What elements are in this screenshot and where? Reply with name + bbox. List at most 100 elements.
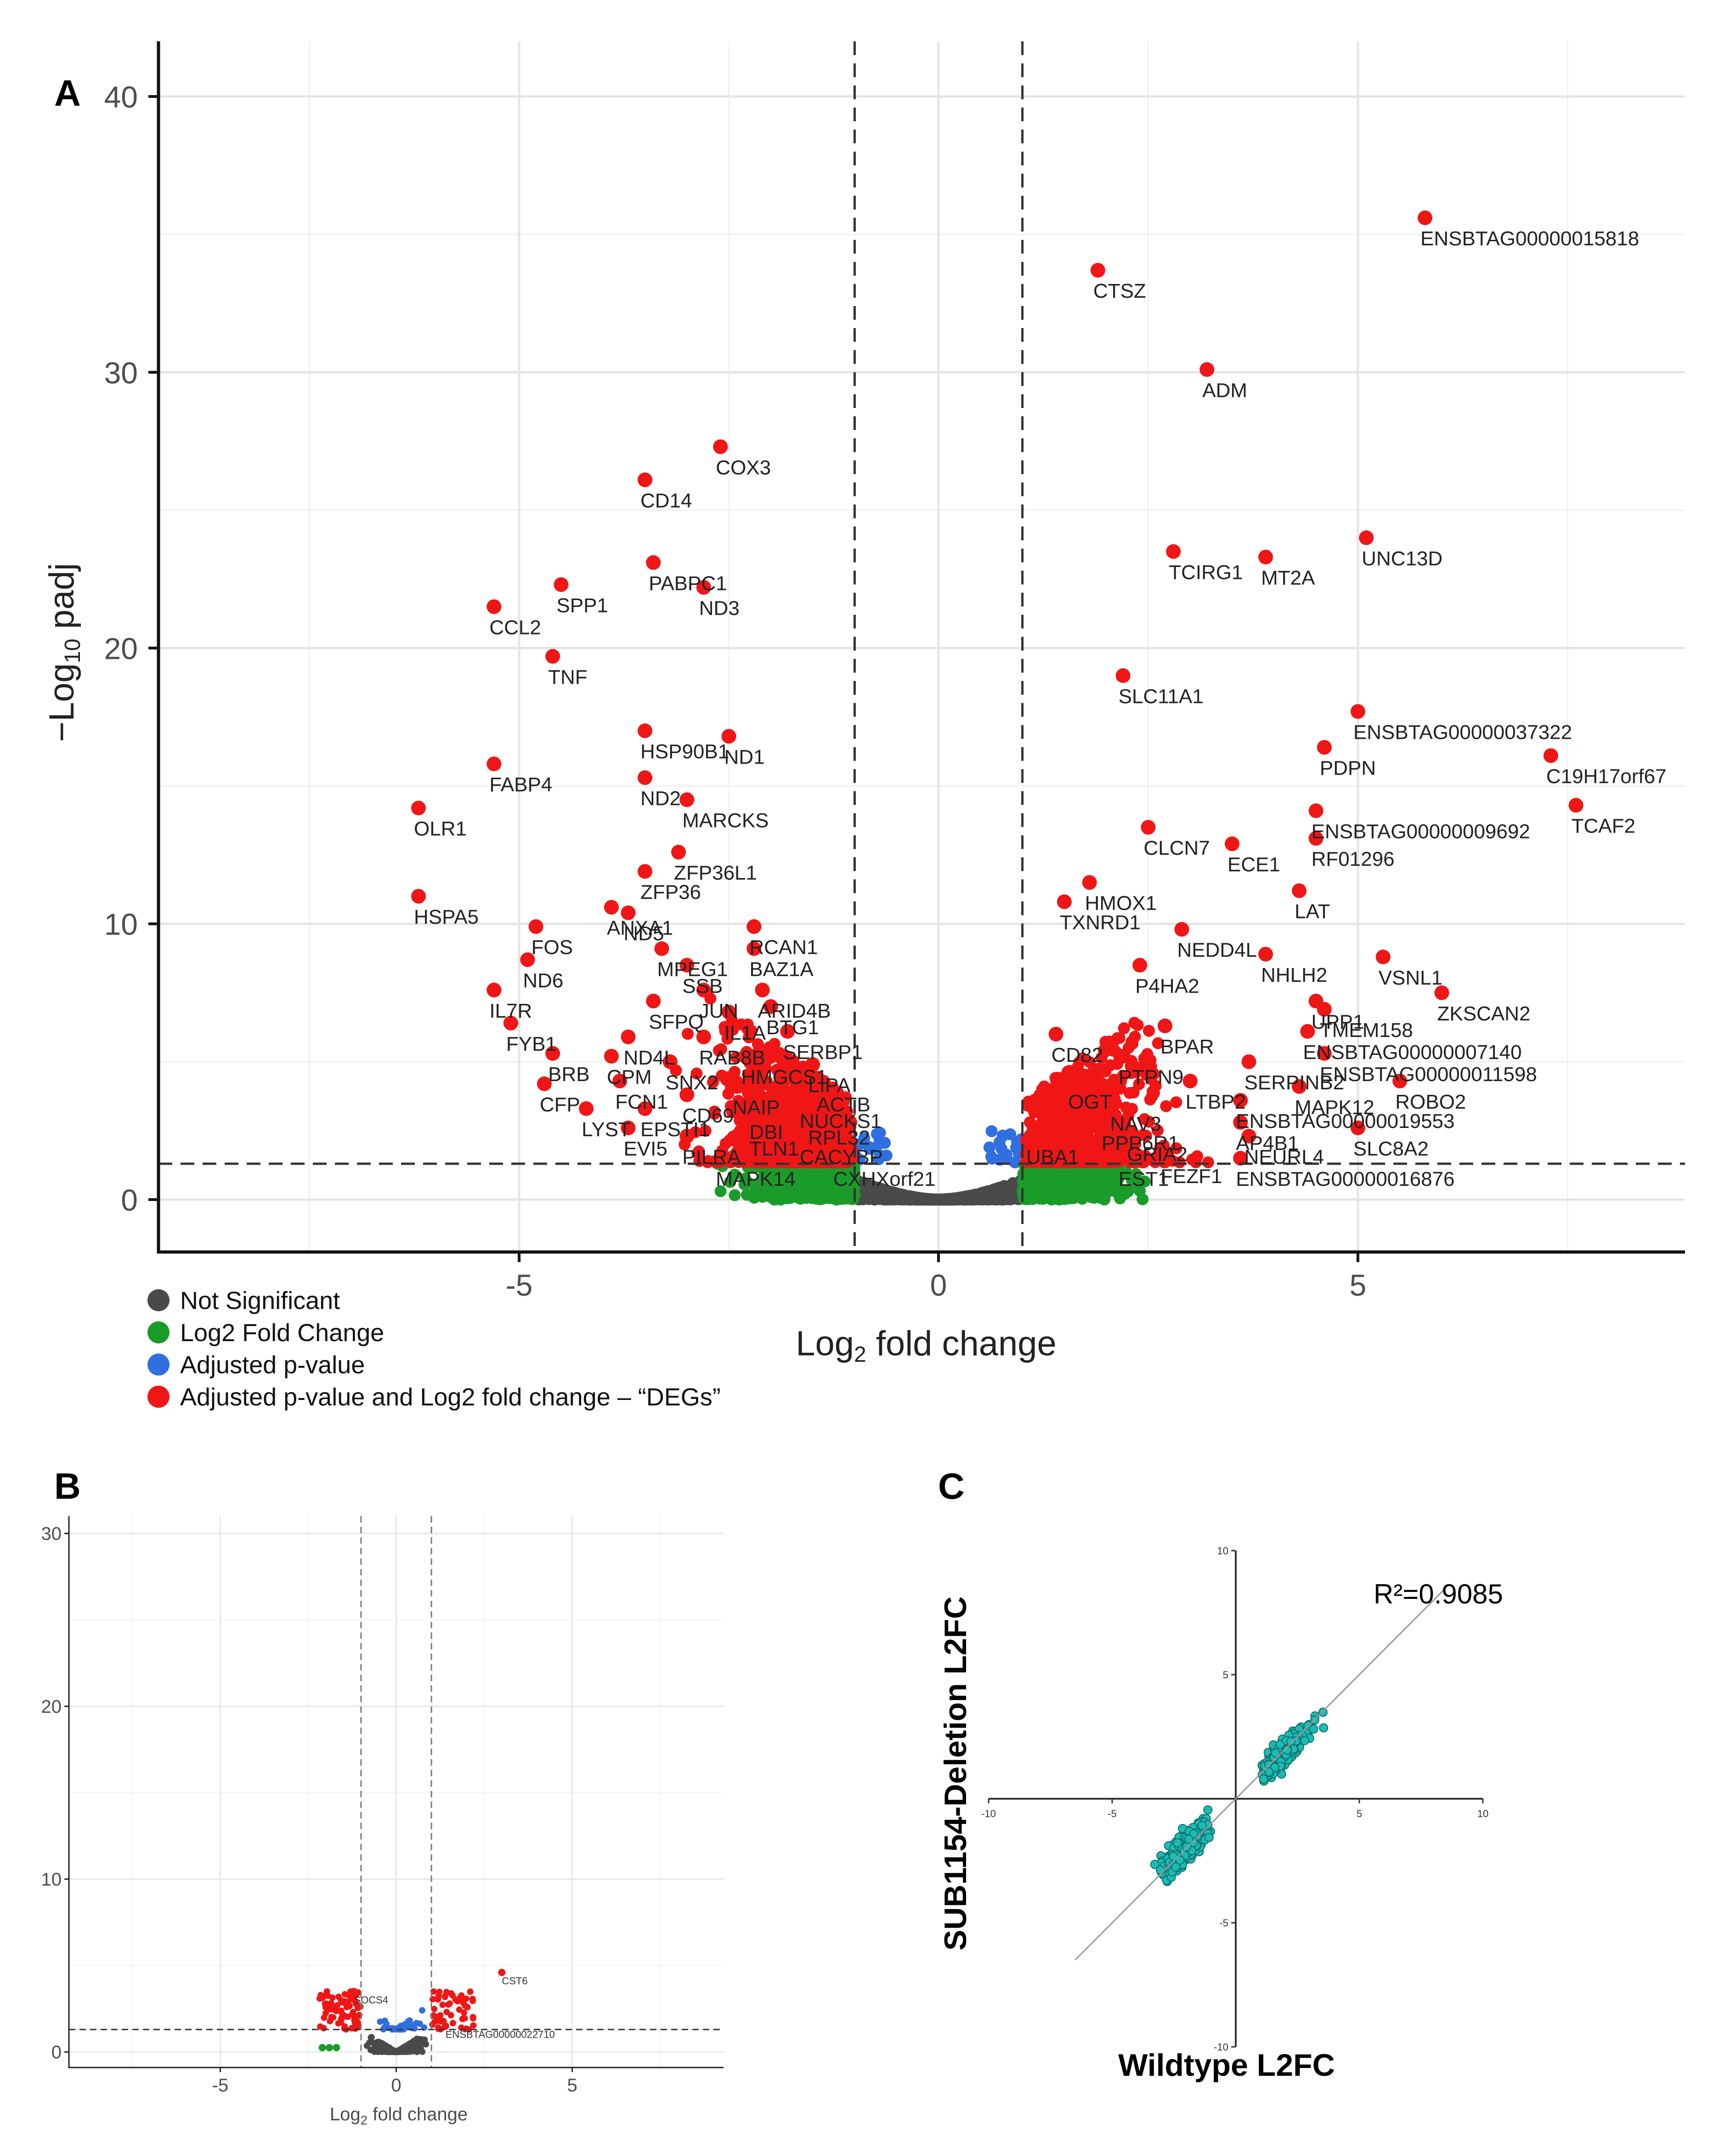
panel-a-data-point (865, 1143, 877, 1155)
panel-a-gene-label: FOS (532, 936, 573, 959)
panel-a-data-point (1051, 1089, 1063, 1102)
panel-a-gene-label: RF01296 (1312, 848, 1395, 871)
panel-a-gene-label: TMEM158 (1320, 1019, 1413, 1042)
panel-a-data-point (1104, 1173, 1116, 1186)
panel-b-points (316, 1969, 506, 2056)
panel-a-gene-label: CD14 (640, 489, 692, 512)
panel-a-gene-label: ENSBTAG00000015818 (1420, 227, 1639, 250)
panel-a-data-point (1146, 1090, 1158, 1103)
panel-a-x-tick-label: -5 (506, 1268, 533, 1302)
panel-a-data-point (924, 1193, 937, 1206)
panel-a-gene-label: RCAN1 (749, 936, 818, 959)
panel-a-data-point (1018, 1192, 1030, 1204)
panel-a-gene-label: LAT (1295, 901, 1330, 923)
panel-a-gene-label: TCAF2 (1572, 815, 1635, 838)
panel-a-gene-label: IL1A (724, 1022, 766, 1044)
panel-a-gene-label: SLC8A2 (1353, 1138, 1429, 1160)
panel-a-gene-label: ND1 (724, 746, 765, 769)
panel-a-gene-label: CTSZ (1093, 280, 1146, 302)
panel-a-gene-label: CCL2 (489, 616, 541, 639)
panel-a-labeled-point (1115, 668, 1131, 683)
panel-a-gene-label: IL7R (489, 1000, 532, 1022)
panel-a-data-point (1049, 1171, 1062, 1183)
panel-a-data-point (1052, 1115, 1064, 1127)
panel-a-labeled-point (1166, 544, 1181, 559)
panel-a-labeled-point (604, 1048, 619, 1064)
panel-a-data-point (983, 1141, 995, 1154)
panel-a-labeled-point (1132, 957, 1148, 973)
panel-a-data-point (816, 1182, 829, 1195)
panel-a-labeled-point (1182, 1073, 1198, 1088)
panel-a-gene-label: FABP4 (489, 774, 552, 796)
panel-a-labeled-point (755, 982, 770, 997)
panel-a-data-point (1079, 1074, 1091, 1087)
panel-a-labeled-point (646, 993, 661, 1008)
panel-a-data-point (804, 1173, 817, 1186)
panel-a-data-point (1043, 1129, 1055, 1142)
panel-a-gene-label: TLN1 (749, 1138, 799, 1160)
panel-a-gene-label: GRIA2 (1127, 1143, 1187, 1166)
panel-a-data-point (1124, 1087, 1136, 1099)
panel-a-labeled-point (1023, 1128, 1038, 1144)
panel-a-labeled-point (1417, 210, 1432, 226)
panel-a-data-point (1076, 1193, 1088, 1205)
panel-a-data-point (965, 1192, 978, 1204)
panel-a-gene-label: BRB (548, 1063, 589, 1086)
panel-a-labeled-point (411, 889, 426, 904)
panel-a-gene-label: CLCN7 (1143, 837, 1210, 860)
panel-a-data-point (858, 1132, 871, 1144)
panel-a-gene-label: ECE1 (1227, 854, 1280, 876)
panel-a-gene-label: CXHXorf21 (833, 1168, 936, 1190)
panel-a-labeled-point (1258, 946, 1273, 962)
panel-a-data-point (1089, 1068, 1101, 1080)
panel-a-labeled-point (1090, 263, 1105, 278)
panel-a-data-point (786, 1107, 798, 1120)
panel-a-gene-label: SSB (682, 975, 723, 997)
panel-a-gene-label: HSPA5 (414, 906, 479, 929)
panel-a-gene-label: NEDD4L (1177, 939, 1257, 962)
panel-a-gene-label: ND6 (523, 969, 563, 992)
panel-letter-c: C (938, 1466, 965, 1507)
panel-a-labeled-point (679, 792, 695, 807)
panel-a-gene-label: VSNL1 (1379, 967, 1442, 989)
panel-a-data-point (1022, 1099, 1034, 1112)
panel-a-labeled-point (713, 439, 728, 454)
panel-a-gene-label: ENSBTAG00000037322 (1353, 721, 1572, 744)
panel-a-gene-label: EST1 (1119, 1168, 1169, 1190)
panel-a-gene-label: MT2A (1261, 566, 1315, 589)
panel-a-data-point (775, 1193, 787, 1206)
panel-a-data-point (1000, 1149, 1012, 1161)
panel-a-legend-swatch (147, 1289, 170, 1311)
panel-a-y-tick-label: 20 (104, 632, 138, 666)
panel-a-gene-label: TXNRD1 (1060, 912, 1141, 934)
panel-a-gene-label: ND2 (640, 787, 681, 810)
panel-a-data-point (1131, 1019, 1144, 1031)
panel-a-gene-label: CACYBP (800, 1146, 883, 1168)
panel-a-labeled-point (1543, 748, 1558, 763)
panel-a-data-point (1025, 1181, 1037, 1194)
panel-a-data-point (1101, 1079, 1113, 1091)
panel-a-labeled-point (646, 555, 661, 570)
panel-a-labeled-point (1157, 1018, 1172, 1033)
panel-a-gene-label: ANXA1 (607, 917, 673, 940)
panel-a-data-point (993, 1136, 1006, 1148)
panel-a-gene-label: FCN1 (615, 1091, 668, 1113)
panel-a-gene-label: P4HA2 (1135, 975, 1199, 997)
panel-a-labeled-point (1292, 883, 1307, 898)
panel-a-gene-label: PDPN (1320, 757, 1376, 780)
panel-a-x-axis-title: Log2 fold change (796, 1324, 1057, 1367)
panel-a-labeled-point (1350, 704, 1365, 719)
panel-a-legend-swatch (147, 1386, 170, 1408)
panel-a-labeled-point (411, 800, 426, 816)
panel-a-labeled-point (1375, 949, 1391, 964)
panel-a-labeled-point (1115, 1048, 1131, 1064)
panel-a-data-point (1100, 1185, 1112, 1197)
panel-a-data-point (1089, 1180, 1102, 1193)
panel-a-gene-label: ENSBTAG00000011598 (1320, 1063, 1537, 1086)
panel-a-gene-label: JUN (699, 1000, 739, 1022)
panel-a-legend-label: Log2 Fold Change (180, 1319, 384, 1347)
panel-a-data-point (892, 1190, 904, 1203)
